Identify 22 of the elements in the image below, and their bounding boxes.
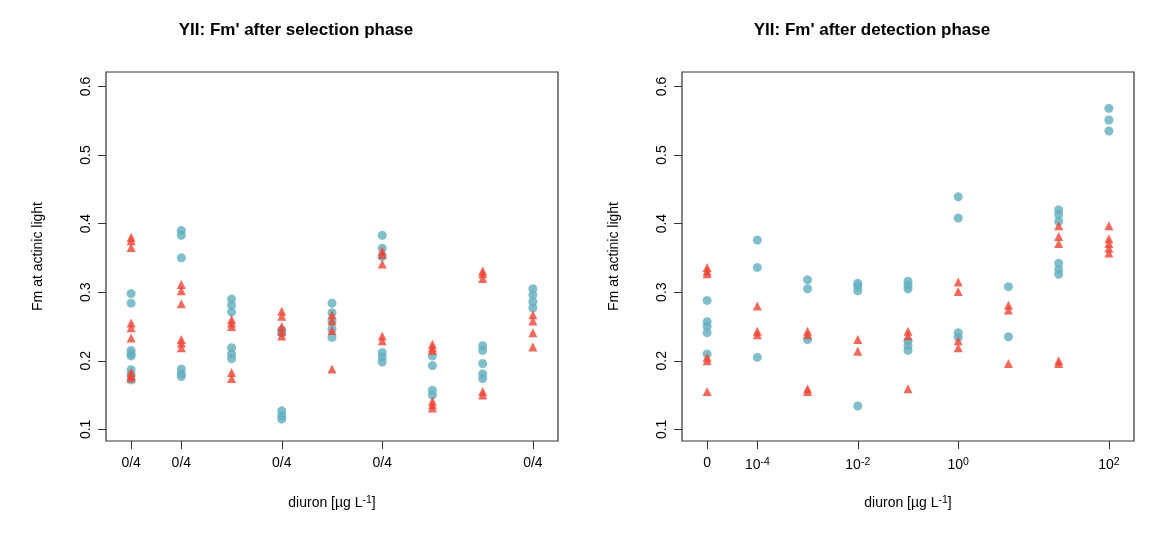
y-tick-label: 0.6 xyxy=(653,76,669,97)
chart-title: YII: Fm' after selection phase xyxy=(178,20,414,39)
x-tick-label: 0 xyxy=(703,454,712,470)
y-tick-label: 0.4 xyxy=(77,213,93,234)
y-tick-label: 0.1 xyxy=(653,419,669,440)
x-tick-label: 0/4 xyxy=(372,454,393,470)
y-tick-label: 0.6 xyxy=(77,76,93,97)
y-tick-label: 0.1 xyxy=(77,419,93,440)
x-tick-label: 0/4 xyxy=(272,454,292,470)
x-tick-label: 0/4 xyxy=(171,454,192,470)
x-tick-label: 0/4 xyxy=(121,454,142,470)
y-axis-title: Fm at actinic light xyxy=(29,201,45,311)
y-tick-label: 0.3 xyxy=(77,282,93,302)
y-tick-label: 0.2 xyxy=(653,350,669,371)
y-tick-label: 0.5 xyxy=(653,145,669,165)
y-tick-label: 0.3 xyxy=(653,282,669,302)
x-tick-label: 0/4 xyxy=(523,454,543,470)
y-tick-label: 0.4 xyxy=(653,213,669,234)
chart-title: YII: Fm' after detection phase xyxy=(753,20,991,39)
y-tick-label: 0.2 xyxy=(77,350,93,371)
y-tick-label: 0.5 xyxy=(77,145,93,165)
y-axis-title: Fm at actinic light xyxy=(605,201,621,311)
